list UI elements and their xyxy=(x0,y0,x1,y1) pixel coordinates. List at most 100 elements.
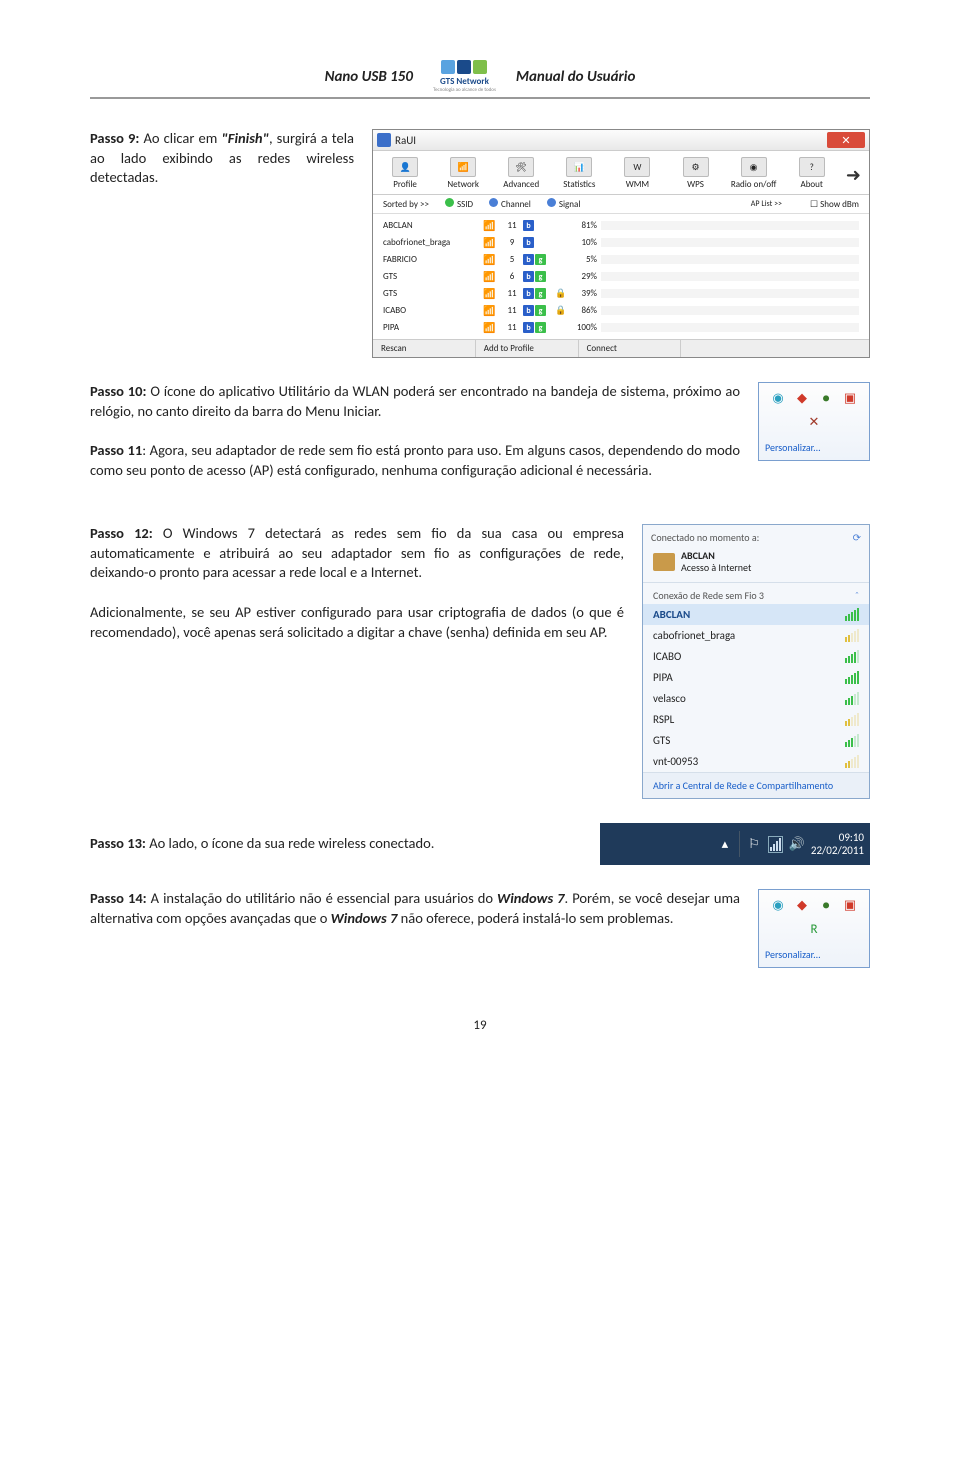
tray-icon[interactable]: ✕ xyxy=(805,413,823,431)
wifi-item[interactable]: PIPA xyxy=(643,667,869,688)
passo14-para: Passo 14: A instalação do utilitário não… xyxy=(90,889,740,928)
sort-label: Sorted by >> xyxy=(383,199,429,210)
signal-bars-icon xyxy=(845,671,859,684)
raui-tab-wmm[interactable]: WWMM xyxy=(611,155,663,194)
tray-icon[interactable]: R xyxy=(805,920,823,938)
passo13-para: Passo 13: Ao lado, o ícone da sua rede w… xyxy=(90,834,582,854)
raui-tab-advanced[interactable]: 🛠Advanced xyxy=(495,155,547,194)
raui-tab-wps[interactable]: ⚙WPS xyxy=(669,155,721,194)
tray-popup-1: ◉ ◆ ● ▣ ✕ Personalizar... xyxy=(758,382,870,461)
raui-bottom-bar: Rescan Add to Profile Connect xyxy=(373,339,869,357)
logo-sub: Tecnologia ao alcance de todos xyxy=(433,87,496,93)
network-row[interactable]: GTS📶6bg29% xyxy=(383,268,859,285)
close-icon[interactable]: ✕ xyxy=(827,132,865,148)
raui-window: RaUI ✕ 👤Profile📶Network🛠Advanced📊Statist… xyxy=(372,129,870,358)
tab-icon: 📊 xyxy=(566,157,592,177)
raui-title-text: RaUI xyxy=(395,134,827,147)
raui-tab-about[interactable]: ?About xyxy=(786,155,838,194)
wifi-head: Conectado no momento a:⟳ xyxy=(643,525,869,548)
logo-sq-2 xyxy=(457,60,471,74)
wifi-section-label: Conexão de Rede sem Fio 3ˆ xyxy=(643,583,869,604)
passo9-para: Passo 9: Ao clicar em "Finish", surgirá … xyxy=(90,129,354,188)
network-row[interactable]: ABCLAN📶11b81% xyxy=(383,217,859,234)
raui-tab-radioonoff[interactable]: ◉Radio on/off xyxy=(728,155,780,194)
flag-icon[interactable]: ⚐ xyxy=(746,836,762,852)
raui-tab-network[interactable]: 📶Network xyxy=(437,155,489,194)
tray-icon[interactable]: ◆ xyxy=(793,389,811,407)
signal-bars-icon xyxy=(845,755,859,768)
lock-icon: 🔒 xyxy=(553,305,569,316)
sort-channel[interactable]: Channel xyxy=(501,199,531,210)
wifi-item[interactable]: RSPL xyxy=(643,709,869,730)
taskbar-clock: ▴ ⚐ 🔊 09:10 22/02/2011 xyxy=(600,823,870,865)
network-row[interactable]: GTS📶11bg🔒39% xyxy=(383,285,859,302)
raui-app-icon xyxy=(377,133,391,147)
tray2-icons: ◉ ◆ ● ▣ R xyxy=(765,896,863,938)
passo12-para: Passo 12: O Windows 7 detectará as redes… xyxy=(90,524,624,583)
network-row[interactable]: PIPA📶11bg100% xyxy=(383,319,859,336)
signal-icon: 📶 xyxy=(483,321,501,334)
raui-tab-profile[interactable]: 👤Profile xyxy=(379,155,431,194)
personalize-link-1[interactable]: Personalizar... xyxy=(765,437,863,454)
tray-icon[interactable]: ◉ xyxy=(769,896,787,914)
logo-text: GTS Network xyxy=(440,76,489,87)
wifi-item[interactable]: cabofrionet_braga xyxy=(643,625,869,646)
tab-icon: 👤 xyxy=(392,157,418,177)
tab-icon: ◉ xyxy=(741,157,767,177)
rescan-button[interactable]: Rescan xyxy=(373,340,476,357)
tab-icon: ⚙ xyxy=(683,157,709,177)
tray-icon[interactable]: ▣ xyxy=(841,389,859,407)
tray-chevron-icon[interactable]: ▴ xyxy=(717,836,733,852)
volume-icon[interactable]: 🔊 xyxy=(789,836,805,852)
tray-icon[interactable]: ◉ xyxy=(769,389,787,407)
network-row[interactable]: FABRICIO📶5bg5% xyxy=(383,251,859,268)
header-left: Nano USB 150 xyxy=(325,68,413,86)
tab-icon: 📶 xyxy=(450,157,476,177)
passo10-label: Passo 10: xyxy=(90,382,147,400)
network-row[interactable]: cabofrionet_braga📶9b10% xyxy=(383,234,859,251)
raui-tab-statistics[interactable]: 📊Statistics xyxy=(553,155,605,194)
wifi-footer-link[interactable]: Abrir a Central de Rede e Compartilhamen… xyxy=(643,772,869,798)
tray-icon[interactable]: ● xyxy=(817,389,835,407)
wifi-item[interactable]: vnt-00953 xyxy=(643,751,869,772)
tab-icon: W xyxy=(624,157,650,177)
connect-button[interactable]: Connect xyxy=(579,340,682,357)
bench-icon xyxy=(653,553,675,571)
passo14-label: Passo 14: xyxy=(90,889,147,907)
wifi-connected: ABCLAN Acesso à Internet xyxy=(643,548,869,583)
page-number: 19 xyxy=(90,1018,870,1033)
passo12-label: Passo 12: xyxy=(90,524,153,542)
tray-icon[interactable]: ◆ xyxy=(793,896,811,914)
tab-icon: 🛠 xyxy=(508,157,534,177)
network-row[interactable]: ICABO📶11bg🔒86% xyxy=(383,302,859,319)
show-dbm-checkbox[interactable]: Show dBm xyxy=(820,199,859,210)
wifi-item[interactable]: velasco xyxy=(643,688,869,709)
wifi-item[interactable]: ABCLAN xyxy=(643,604,869,625)
wifi-item[interactable]: GTS xyxy=(643,730,869,751)
signal-icon: 📶 xyxy=(483,236,501,249)
personalize-link-2[interactable]: Personalizar... xyxy=(765,944,863,961)
page-header: Nano USB 150 GTS Network Tecnologia ao a… xyxy=(90,60,870,93)
raui-spacer xyxy=(681,340,869,357)
signal-icon: 📶 xyxy=(483,304,501,317)
sort-ssid[interactable]: SSID xyxy=(457,199,473,210)
raui-sort-row: Sorted by >> SSID Channel Signal AP List… xyxy=(373,195,869,214)
clock[interactable]: 09:10 22/02/2011 xyxy=(811,831,864,857)
tray-icon[interactable]: ▣ xyxy=(841,896,859,914)
add-profile-button[interactable]: Add to Profile xyxy=(476,340,579,357)
passo13-label: Passo 13: xyxy=(90,834,146,852)
tray1-icons: ◉ ◆ ● ▣ ✕ xyxy=(765,389,863,431)
signal-bars-icon xyxy=(845,629,859,642)
arrow-right-icon[interactable]: ➜ xyxy=(844,164,863,186)
wifi-flyout: Conectado no momento a:⟳ ABCLAN Acesso à… xyxy=(642,524,870,799)
wifi-signal-icon[interactable] xyxy=(768,836,783,853)
wifi-items-list: ABCLANcabofrionet_bragaICABOPIPAvelascoR… xyxy=(643,604,869,772)
passo10-para: Passo 10: O ícone do aplicativo Utilitár… xyxy=(90,382,740,421)
wifi-item[interactable]: ICABO xyxy=(643,646,869,667)
passo11-para: Passo 11: Agora, seu adaptador de rede s… xyxy=(90,441,740,480)
tray-icon[interactable]: ● xyxy=(817,896,835,914)
header-right: Manual do Usuário xyxy=(516,68,635,86)
sort-signal[interactable]: Signal xyxy=(559,199,581,210)
signal-icon: 📶 xyxy=(483,253,501,266)
signal-bars-icon xyxy=(845,713,859,726)
